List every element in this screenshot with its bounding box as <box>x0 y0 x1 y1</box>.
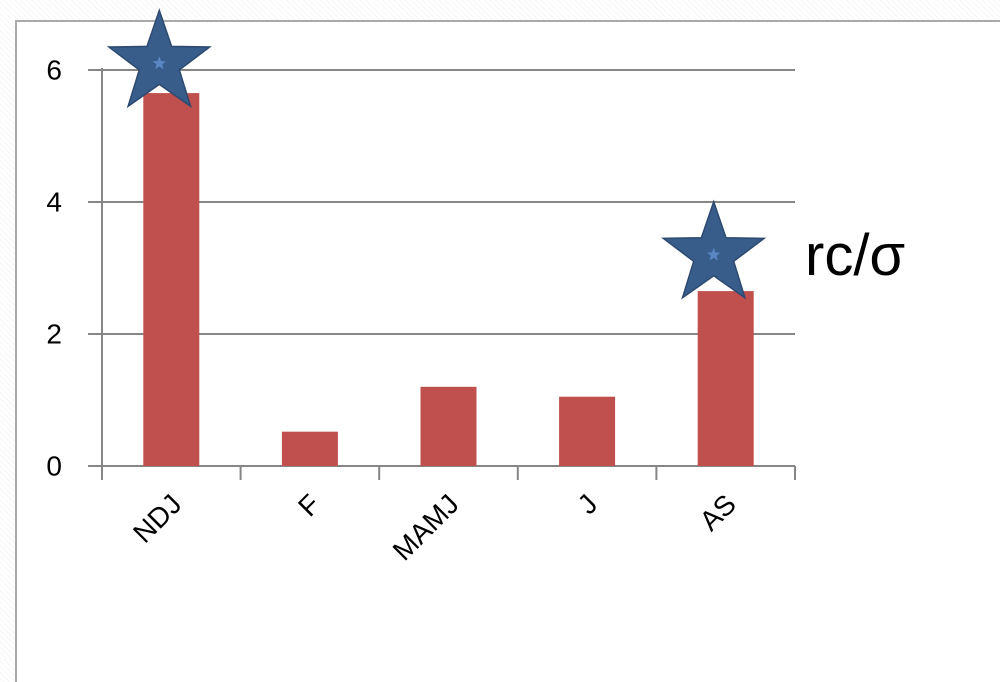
bar-mamj <box>420 386 477 466</box>
bar-as <box>697 291 754 466</box>
x-tick-label: F <box>292 488 326 522</box>
y-tick-label: 6 <box>46 55 62 86</box>
y-tick-label: 2 <box>46 319 62 350</box>
star-center-icon <box>707 247 721 261</box>
x-tick-label: J <box>572 488 604 520</box>
bar-chart: 0 2 4 6 NDJ F MAMJ J AS rc/σ <box>46 8 905 566</box>
y-tick-label: 4 <box>46 187 62 218</box>
bar-f <box>281 431 338 466</box>
y-tick-label: 0 <box>46 451 62 482</box>
gridlines <box>102 69 795 335</box>
x-tick-label: AS <box>694 488 742 536</box>
bars <box>143 93 754 466</box>
x-tick-label: NDJ <box>127 488 187 548</box>
markers <box>106 8 767 300</box>
bar-ndj <box>143 93 200 466</box>
bar-j <box>559 396 616 466</box>
star-center-icon <box>152 56 166 70</box>
chart-annotation: rc/σ <box>805 223 905 288</box>
x-tick-label: MAMJ <box>387 488 465 566</box>
